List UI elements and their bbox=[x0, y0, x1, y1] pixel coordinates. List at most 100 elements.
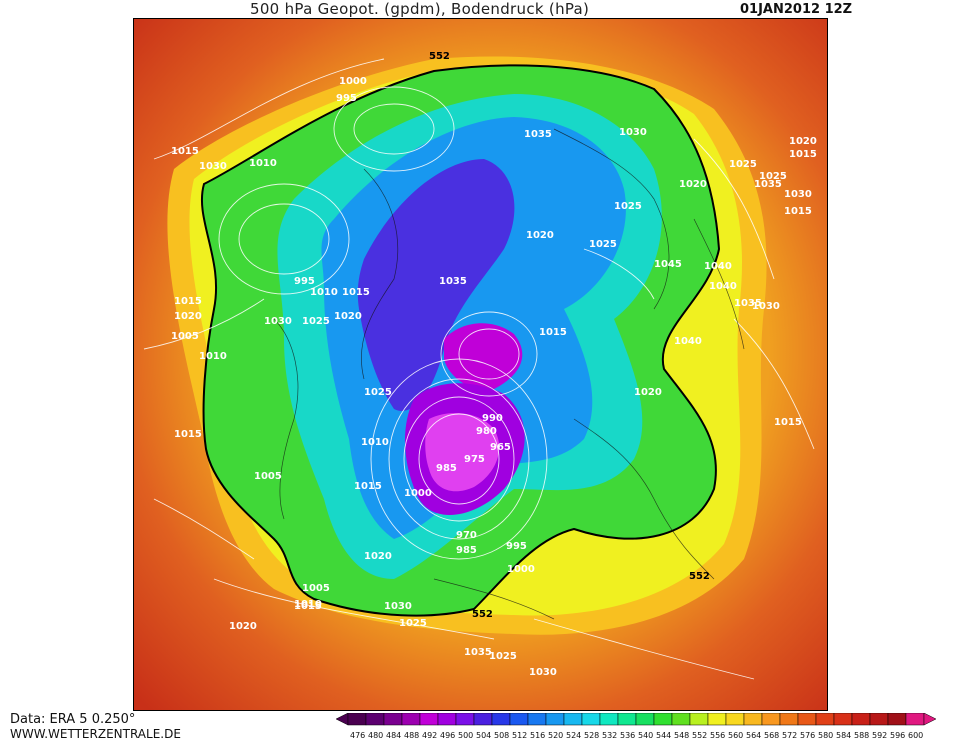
legend-swatch bbox=[545, 712, 565, 726]
legend-swatch bbox=[437, 712, 457, 726]
legend-value: 540 bbox=[638, 731, 653, 740]
legend-swatch bbox=[347, 712, 367, 726]
isobar-label: 1010 bbox=[249, 158, 277, 169]
atlantic-low-core bbox=[425, 413, 500, 492]
contour-label-552-bottom: 552 bbox=[472, 609, 493, 620]
legend-swatch bbox=[743, 712, 763, 726]
legend-swatch bbox=[563, 712, 583, 726]
isobar-label: 1035 bbox=[439, 276, 467, 287]
legend-value: 592 bbox=[872, 731, 887, 740]
legend-value: 584 bbox=[836, 731, 851, 740]
legend-swatch bbox=[419, 712, 439, 726]
isobar-label: 1025 bbox=[489, 651, 517, 662]
legend-value: 532 bbox=[602, 731, 617, 740]
legend-value: 500 bbox=[458, 731, 473, 740]
legend-value: 544 bbox=[656, 731, 671, 740]
legend-swatch bbox=[905, 712, 925, 726]
legend-swatch bbox=[581, 712, 601, 726]
legend-value: 596 bbox=[890, 731, 905, 740]
isobar-labels: 1015100099510101020102510301015102010301… bbox=[171, 76, 817, 678]
legend-swatch bbox=[779, 712, 799, 726]
legend-swatch bbox=[887, 712, 907, 726]
legend-value: 476 bbox=[350, 731, 365, 740]
legend-value: 568 bbox=[764, 731, 779, 740]
isobar-label: 1025 bbox=[759, 171, 787, 182]
isobar-label: 1030 bbox=[619, 127, 647, 138]
legend-swatch bbox=[401, 712, 421, 726]
isobar-label: 1035 bbox=[754, 179, 782, 190]
isobar-label: 1025 bbox=[302, 316, 330, 327]
legend-swatch bbox=[599, 712, 619, 726]
legend-swatch bbox=[473, 712, 493, 726]
data-source: Data: ERA 5 0.250° bbox=[10, 712, 136, 727]
isobar-label: 1000 bbox=[507, 564, 535, 575]
isobar-label: 1020 bbox=[334, 311, 362, 322]
isobar-label: 1020 bbox=[634, 387, 662, 398]
isobar-label: 1010 bbox=[199, 351, 227, 362]
isobar-label: 1015 bbox=[784, 206, 812, 217]
isobar-label: 1020 bbox=[526, 230, 554, 241]
legend-arrow-left bbox=[335, 712, 349, 726]
isobar-label: 1025 bbox=[364, 387, 392, 398]
isobar-label: 995 bbox=[336, 93, 357, 104]
isobar-label: 1035 bbox=[464, 647, 492, 658]
isobar-label: 1000 bbox=[404, 488, 432, 499]
isobar-label: 1010 bbox=[310, 287, 338, 298]
legend-value: 548 bbox=[674, 731, 689, 740]
legend-value: 488 bbox=[404, 731, 419, 740]
legend-value: 516 bbox=[530, 731, 545, 740]
isobar-label: 1020 bbox=[789, 136, 817, 147]
isobar-label: 1015 bbox=[774, 417, 802, 428]
isobar-label: 1015 bbox=[342, 287, 370, 298]
legend-swatch bbox=[383, 712, 403, 726]
legend-swatch bbox=[761, 712, 781, 726]
isobar-label: 1010 bbox=[294, 599, 322, 610]
isobar-label: 1025 bbox=[589, 239, 617, 250]
legend-value: 536 bbox=[620, 731, 635, 740]
legend-swatch bbox=[527, 712, 547, 726]
legend-swatch bbox=[455, 712, 475, 726]
legend-value: 484 bbox=[386, 731, 401, 740]
legend-swatch bbox=[707, 712, 727, 726]
legend-value: 508 bbox=[494, 731, 509, 740]
legend-value: 564 bbox=[746, 731, 761, 740]
legend-swatch bbox=[833, 712, 853, 726]
chart-title: 500 hPa Geopot. (gpdm), Bodendruck (hPa) bbox=[250, 0, 590, 18]
legend-bar: 476 480 484 488 492 496 500 504 508 512 516 520 524 5… bbox=[335, 712, 937, 740]
legend-value: 576 bbox=[800, 731, 815, 740]
isobar-label: 1025 bbox=[729, 159, 757, 170]
isobar-label: 1020 bbox=[229, 621, 257, 632]
legend-swatch bbox=[365, 712, 385, 726]
legend-value: 496 bbox=[440, 731, 455, 740]
legend-swatch bbox=[869, 712, 889, 726]
isobar-label: 970 bbox=[456, 530, 477, 541]
legend-swatch bbox=[815, 712, 835, 726]
isobar-label: 965 bbox=[490, 442, 511, 453]
isobar-label: 1045 bbox=[654, 259, 682, 270]
isobar-label: 1030 bbox=[529, 667, 557, 678]
isobar-label: 1005 bbox=[254, 471, 282, 482]
isobar-label: 1020 bbox=[174, 311, 202, 322]
isobar-label: 1015 bbox=[174, 296, 202, 307]
isobar-label: 1040 bbox=[674, 336, 702, 347]
legend-value: 524 bbox=[566, 731, 581, 740]
legend-swatch bbox=[653, 712, 673, 726]
legend-swatch bbox=[617, 712, 637, 726]
legend-value: 520 bbox=[548, 731, 563, 740]
isobar-label: 1015 bbox=[171, 146, 199, 157]
isobar-label: 995 bbox=[294, 276, 315, 287]
isobar-label: 1015 bbox=[789, 149, 817, 160]
isobar-label: 1010 bbox=[361, 437, 389, 448]
map-canvas: 552 552 552 1015100099510101020102510301… bbox=[134, 19, 827, 710]
legend-value: 556 bbox=[710, 731, 725, 740]
weather-map: 552 552 552 1015 1000 995 1010 1020 1025 1030 1… bbox=[133, 18, 828, 711]
isobar-label: 1025 bbox=[614, 201, 642, 212]
isobar-label: 1000 bbox=[339, 76, 367, 87]
legend-value: 552 bbox=[692, 731, 707, 740]
legend-value: 528 bbox=[584, 731, 599, 740]
legend-swatch bbox=[509, 712, 529, 726]
color-legend: 476 480 484 488 492 496 500 504 508 512 516 520 524 5… bbox=[335, 712, 958, 741]
isobar-label: 1015 bbox=[539, 327, 567, 338]
isobar-label: 990 bbox=[482, 413, 503, 424]
isobar-label: 975 bbox=[464, 454, 485, 465]
